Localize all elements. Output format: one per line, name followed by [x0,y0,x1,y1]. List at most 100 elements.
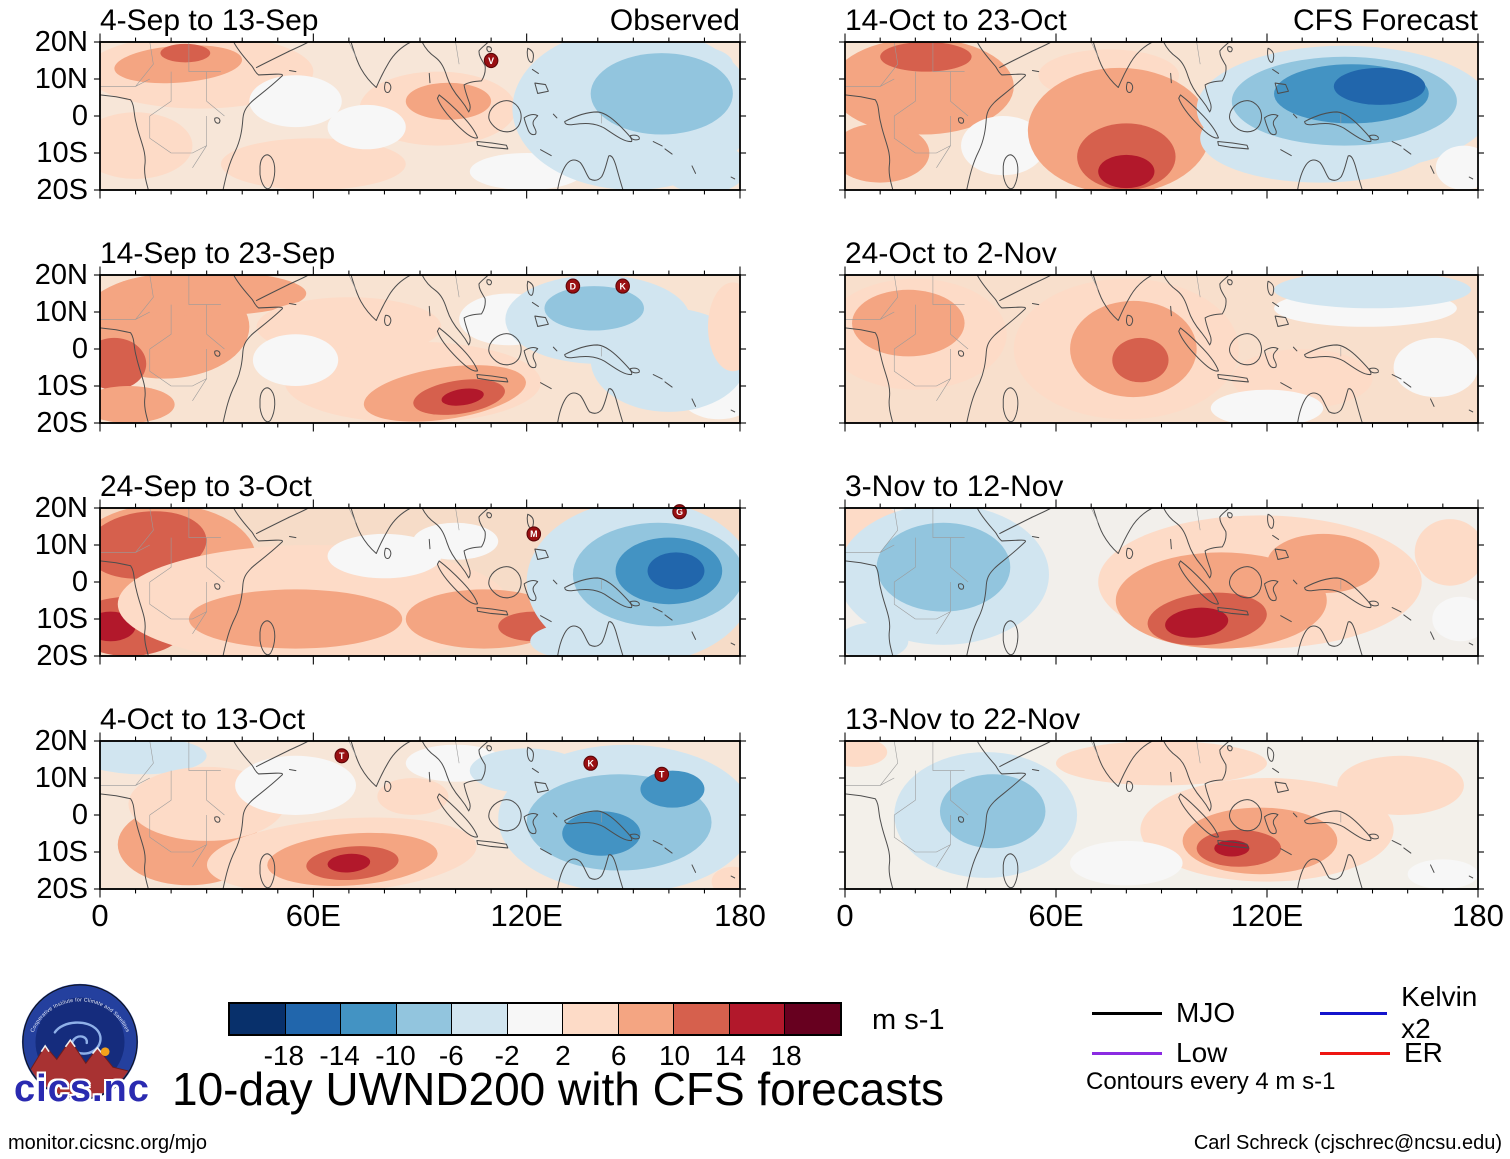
x-axis-label: 0 [91,898,109,933]
axis-ticks [93,266,747,432]
y-axis-label: 20S [36,640,88,672]
storm-marker: K [615,278,630,294]
colorbar [228,1002,842,1036]
x-axis-label: 60E [1028,898,1084,933]
colorbar-tick-label: -2 [494,1040,520,1071]
cics-logo-graphic: Cooperative Institute for Climate and Sa… [21,983,139,1101]
map-panel-4: T K T [93,732,747,898]
footer-contact: Carl Schreck (cjschrec@ncsu.edu) [1193,1132,1502,1154]
column-header: Observed [609,4,740,37]
panel-date-range: 3-Nov to 12-Nov [845,470,1064,503]
country-borders [100,508,602,634]
y-axis-label: 10N [34,296,88,328]
colorbar-cell [618,1004,675,1034]
coastlines [845,508,1474,656]
y-axis-label: 10N [34,762,88,794]
map-panel-6 [839,266,1484,432]
panel-date-range: 14-Sep to 23-Sep [100,237,336,270]
y-axis-label: 20S [36,873,88,905]
colorbar-tick-label: -10 [375,1040,416,1071]
panel-date-range: 24-Oct to 2-Nov [845,237,1057,270]
cics-logo: Cooperative Institute for Climate and Sa… [12,980,177,1145]
map-canvas [839,266,1484,432]
colorbar-cell [507,1004,564,1034]
map-panel-7 [839,499,1484,665]
colorbar-tick-label: 10 [658,1040,691,1071]
country-borders [845,275,1342,401]
y-axis-label: 20N [34,26,88,58]
panel-date-range: 13-Nov to 22-Nov [845,703,1081,736]
svg-text:M: M [530,529,537,539]
cics-logo-text: cics.nc [14,1068,150,1110]
contour-interval-note: Contours every 4 m s-1 [1086,1068,1336,1095]
colorbar-cell [452,1004,508,1034]
storm-marker: K [583,755,598,771]
country-borders [100,275,602,401]
map-canvas [839,33,1484,199]
colorbar-cell [396,1004,453,1034]
storm-marker: M [526,526,542,542]
panel-date-range: 14-Oct to 23-Oct [845,4,1067,37]
y-axis-label: 0 [71,566,88,598]
x-axis-label: 120E [1230,898,1304,933]
map-canvas: V [93,33,747,199]
colorbar-cell [785,1004,841,1034]
x-axis-label: 120E [490,898,563,933]
x-axis-label: 180 [1452,898,1504,933]
storm-marker: V [483,52,499,69]
logo-sun-icon [100,1047,110,1057]
svg-text:D: D [570,281,577,291]
panel-title-row: 24-Oct to 2-Nov [845,237,1478,271]
map-panel-1: V [93,33,747,199]
coastlines [100,508,736,656]
y-axis-label: 0 [71,799,88,831]
figure-title: 10-day UWND200 with CFS forecasts [172,1063,945,1115]
panel-title-row: 4-Oct to 13-Oct [100,703,740,737]
coastlines [100,275,736,423]
y-axis-label: 20N [34,492,88,524]
axis-ticks [839,732,1484,898]
svg-text:K: K [619,281,626,291]
y-axis-label: 10N [34,63,88,95]
colorbar-cell [729,1004,786,1034]
colorbar-cell [674,1004,730,1034]
svg-text:T: T [659,769,665,779]
svg-text:V: V [488,56,494,66]
country-borders [845,42,1342,168]
svg-text:K: K [587,758,594,768]
coastlines [845,275,1474,423]
y-axis-label: 20S [36,174,88,206]
colorbar-tick-label: 6 [610,1040,627,1071]
colorbar-tick-label: 18 [770,1040,802,1071]
map-canvas: T K T [93,732,747,898]
y-axis-label: 20N [34,259,88,291]
country-borders [100,741,602,867]
panel-title-row: 3-Nov to 12-Nov [845,470,1478,504]
logo-spiral-icon [53,1021,102,1055]
y-axis-label: 10N [34,529,88,561]
y-axis-label: 10S [36,370,88,402]
panel-title-row: 14-Oct to 23-Oct CFS Forecast [845,4,1478,38]
x-axis-label: 60E [285,898,341,933]
panel-date-range: 4-Oct to 13-Oct [100,703,306,736]
colorbar-cell [285,1004,342,1034]
column-header: CFS Forecast [1292,4,1478,37]
x-axis-label: 180 [714,898,766,933]
panel-date-range: 24-Sep to 3-Oct [100,470,312,503]
colorbar-tick-label: -6 [438,1040,464,1071]
storm-marker: G [672,504,687,520]
panel-title-row: 4-Sep to 13-Sep Observed [100,4,740,38]
colorbar-tick-labels: -18 -14 -10 -6 -2 2 6 10 14 18 [228,1040,842,1072]
map-canvas [839,732,1484,898]
map-panel-8 [839,732,1484,898]
panel-title-row: 13-Nov to 22-Nov [845,703,1478,737]
storm-marker: T [334,748,350,764]
x-axis-label: 0 [836,898,854,933]
y-axis-label: 10S [36,836,88,868]
coastlines [100,741,736,889]
map-canvas: MG [93,499,747,665]
coastlines [845,42,1474,190]
